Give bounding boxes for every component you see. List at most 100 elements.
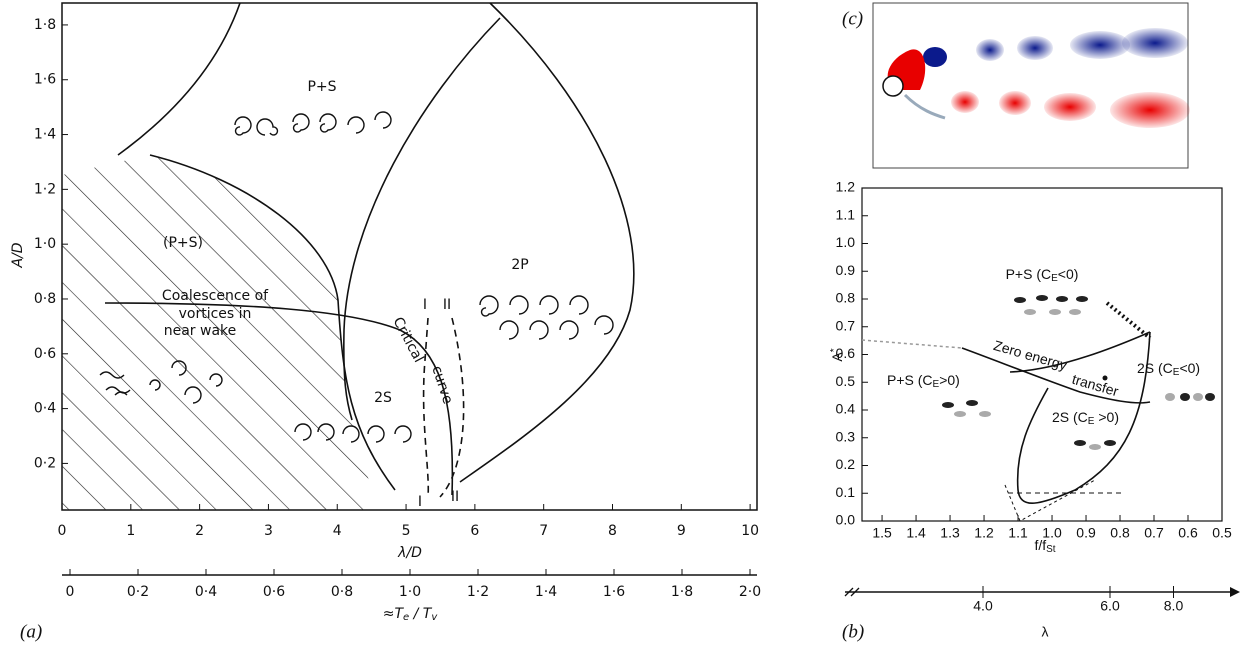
panel-tag: (a) bbox=[20, 621, 42, 642]
y-tick-label: 1·8 bbox=[34, 17, 56, 33]
region-label: 2S (CE >0) bbox=[1052, 409, 1119, 427]
axis-break bbox=[844, 587, 860, 597]
x-tick-label: 7 bbox=[539, 523, 548, 539]
text-part: P+S (C bbox=[887, 372, 933, 388]
region-label: 2S bbox=[374, 390, 392, 406]
x2-tick-label: 1·4 bbox=[535, 584, 557, 600]
y-tick-label: 1.1 bbox=[836, 206, 856, 222]
region-label: Coalescence of bbox=[162, 288, 269, 304]
region-label: II bbox=[451, 489, 459, 505]
panel-c bbox=[872, 2, 1190, 169]
text-part: Zero energy bbox=[992, 337, 1069, 373]
region-label: P+S (CE>0) bbox=[887, 372, 960, 390]
hatched-region bbox=[1000, 370, 1040, 385]
lambda-tick-label: 6.0 bbox=[1100, 598, 1120, 614]
text-part: St bbox=[1046, 544, 1056, 555]
panel-b bbox=[844, 187, 1240, 597]
y-tick-label: 0.6 bbox=[836, 345, 856, 361]
x2-tick-label: 0 bbox=[66, 584, 75, 600]
x2-tick-label: 0·4 bbox=[195, 584, 217, 600]
boundary bbox=[343, 17, 501, 421]
region-label: Zero energy bbox=[992, 337, 1069, 373]
text-part: P+S (C bbox=[1006, 266, 1052, 282]
text-part: >0) bbox=[939, 372, 960, 388]
curve-i bbox=[422, 317, 430, 498]
y-tick-label: 0.1 bbox=[836, 484, 856, 500]
region-label: I bbox=[418, 494, 422, 510]
text-part: / T bbox=[409, 606, 433, 622]
region-label: P+S bbox=[307, 79, 336, 95]
region-label: near wake bbox=[164, 323, 237, 339]
arrow bbox=[1230, 587, 1240, 597]
boundary bbox=[1016, 331, 1151, 504]
y-axis-label: A/D bbox=[10, 242, 26, 268]
x-tick-label: 10 bbox=[741, 523, 759, 539]
y-tick-label: 0.4 bbox=[836, 401, 856, 417]
y-tick-label: 1·0 bbox=[34, 236, 56, 252]
y-tick-label: 0.7 bbox=[836, 317, 856, 333]
text-part: 2S (C bbox=[1137, 360, 1173, 376]
text-part: <0) bbox=[1058, 266, 1079, 282]
x-tick-label: 9 bbox=[677, 523, 686, 539]
region-label: Critical bbox=[389, 315, 426, 366]
y-tick-label: 0.0 bbox=[836, 512, 856, 528]
hatched-region bbox=[62, 155, 380, 510]
x-tick-label: 0.5 bbox=[1212, 525, 1232, 541]
text-part: * bbox=[829, 348, 840, 352]
y-tick-label: 0.5 bbox=[836, 373, 856, 389]
boundary bbox=[149, 154, 396, 491]
text-part: v bbox=[431, 612, 438, 623]
x-tick-label: 1.1 bbox=[1008, 525, 1028, 541]
region-label: 2S (CE<0) bbox=[1137, 360, 1200, 378]
x2-tick-label: 0·8 bbox=[331, 584, 353, 600]
y-tick-label: 1·2 bbox=[34, 181, 56, 197]
y-tick-label: 0·8 bbox=[34, 291, 56, 307]
region-label: curve bbox=[428, 364, 455, 406]
text-part: <0) bbox=[1179, 360, 1200, 376]
text-part: >0) bbox=[1094, 409, 1119, 425]
region-label: P+S (CE<0) bbox=[1006, 266, 1079, 284]
text-part: A bbox=[829, 352, 845, 362]
y-tick-label: 1.0 bbox=[836, 234, 856, 250]
x2-axis-label: ≈Te / Tv bbox=[383, 606, 439, 623]
marker bbox=[1102, 375, 1108, 381]
boundary bbox=[961, 347, 1151, 404]
y-tick-label: 0.9 bbox=[836, 262, 856, 278]
boundary bbox=[1105, 301, 1152, 340]
x-tick-label: 1.0 bbox=[1042, 525, 1062, 541]
y-tick-label: 1.2 bbox=[836, 179, 856, 195]
y-tick-label: 0·4 bbox=[34, 401, 56, 417]
x2-tick-label: 0·2 bbox=[127, 584, 149, 600]
vortex-sketches bbox=[99, 111, 614, 443]
lambda-tick-label: 4.0 bbox=[973, 598, 993, 614]
panel-a bbox=[61, 2, 758, 576]
x-tick-label: 1.3 bbox=[940, 525, 960, 541]
x-tick-label: 1.5 bbox=[872, 525, 892, 541]
boundary bbox=[1009, 331, 1151, 373]
x-axis-label: f/fSt bbox=[1034, 537, 1055, 555]
y-axis-label: A* bbox=[829, 348, 845, 361]
frame bbox=[872, 2, 1189, 169]
region-label: II bbox=[443, 297, 451, 313]
text-part: E bbox=[1088, 416, 1095, 427]
x-tick-label: 0.8 bbox=[1110, 525, 1130, 541]
lambda-tick-label: 8.0 bbox=[1164, 598, 1184, 614]
x2-tick-label: 2·0 bbox=[739, 584, 761, 600]
x2-tick-label: 1·6 bbox=[603, 584, 625, 600]
wake-icons bbox=[942, 295, 1215, 450]
x-axis-label: λ/D bbox=[397, 545, 422, 561]
x-tick-label: 0.9 bbox=[1076, 525, 1096, 541]
boundary bbox=[861, 339, 963, 349]
text-part: E bbox=[1051, 273, 1058, 284]
x-tick-label: 8 bbox=[608, 523, 617, 539]
text-part: 2S (C bbox=[1052, 409, 1088, 425]
y-tick-label: 1·4 bbox=[34, 127, 56, 143]
critical-curve bbox=[104, 302, 454, 496]
boundary bbox=[117, 2, 241, 156]
x2-tick-label: 0·6 bbox=[263, 584, 285, 600]
boundary bbox=[459, 2, 635, 483]
x2-tick-label: 1·8 bbox=[671, 584, 693, 600]
text-part: transfer bbox=[1070, 371, 1120, 400]
y-tick-label: 1·6 bbox=[34, 72, 56, 88]
x-tick-label: 1.4 bbox=[906, 525, 926, 541]
